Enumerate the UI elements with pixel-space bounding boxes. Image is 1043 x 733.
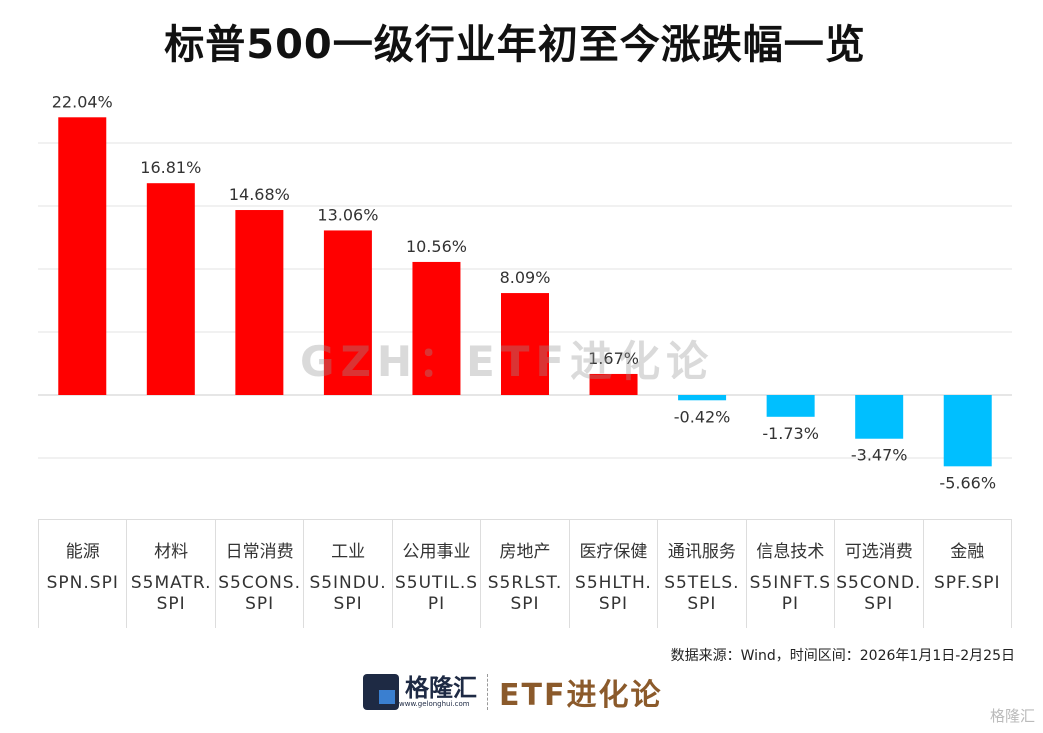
category-name: 工业 bbox=[331, 542, 366, 562]
data-label: -0.42% bbox=[674, 407, 731, 426]
category-code: S5INFT.SPI bbox=[749, 573, 832, 614]
data-label: 13.06% bbox=[317, 205, 378, 224]
bar bbox=[766, 395, 815, 417]
bar bbox=[146, 183, 195, 395]
corner-watermark: 格隆汇 bbox=[989, 707, 1035, 725]
data-label: -1.73% bbox=[762, 424, 819, 443]
data-label: 8.09% bbox=[500, 268, 551, 287]
category-name: 信息技术 bbox=[756, 542, 825, 562]
category-code: SPN.SPI bbox=[46, 573, 119, 593]
category-code: S5MATR.SPI bbox=[130, 573, 212, 614]
divider bbox=[487, 674, 489, 710]
category-name: 金融 bbox=[950, 542, 985, 562]
category-name: 材料 bbox=[154, 542, 189, 562]
category-code: SPF.SPI bbox=[933, 573, 1001, 593]
data-source-note: 数据来源：Wind，时间区间：2026年1月1日-2月25日 bbox=[670, 648, 1015, 664]
bar bbox=[943, 395, 992, 467]
category-column: 房地产 S5RLST.SPI bbox=[480, 520, 568, 628]
category-column: 公用事业 S5UTIL.SPI bbox=[391, 520, 480, 628]
chart-title: 标普500一级行业年初至今涨跌幅一览 bbox=[164, 22, 866, 68]
category-name: 通讯服务 bbox=[667, 542, 736, 562]
category-name: 能源 bbox=[65, 542, 100, 562]
bar bbox=[412, 261, 461, 395]
watermark: GZH：ETF进化论 bbox=[300, 337, 715, 386]
brand-block: 格隆汇 www.gelonghui.com bbox=[399, 676, 477, 708]
category-column: 医疗保健 S5HLTH.SPI bbox=[568, 520, 657, 628]
category-column: 工业 S5INDU.SPI bbox=[303, 520, 391, 628]
brand-name: 格隆汇 bbox=[405, 674, 477, 702]
category-table: 能源 SPN.SPI 材料 S5MATR.SPI 日常消费 S5CONS.SPI 工业 S5I… bbox=[38, 519, 1012, 628]
category-code: S5COND.SPI bbox=[836, 573, 922, 614]
category-name: 医疗保健 bbox=[579, 542, 648, 562]
category-name: 日常消费 bbox=[225, 542, 294, 562]
data-label: 1.67% bbox=[588, 349, 639, 368]
category-code: S5CONS.SPI bbox=[218, 573, 302, 614]
category-code: S5RLST.SPI bbox=[487, 573, 563, 614]
data-label: 14.68% bbox=[229, 185, 290, 204]
data-label: 16.81% bbox=[140, 158, 201, 177]
category-column: 能源 SPN.SPI bbox=[38, 520, 126, 628]
bar-chart: 22.04% 16.81% 14.68% 13.06% 10.56% 8.09% 1.67%… bbox=[38, 92, 1012, 492]
category-column: 通讯服务 S5TELS.SPI bbox=[657, 520, 745, 628]
logo: 格隆汇 www.gelonghui.com ETF进化论 bbox=[363, 670, 662, 714]
category-column: 材料 S5MATR.SPI bbox=[126, 520, 214, 628]
bar bbox=[323, 230, 372, 395]
category-code: S5TELS.SPI bbox=[664, 573, 740, 614]
data-label: -5.66% bbox=[939, 473, 996, 492]
category-name: 房地产 bbox=[499, 542, 551, 562]
category-code: S5INDU.SPI bbox=[309, 573, 387, 614]
category-name: 公用事业 bbox=[402, 542, 471, 562]
gelonghui-logo-icon bbox=[363, 674, 399, 710]
category-code: S5UTIL.SPI bbox=[394, 573, 479, 614]
bar bbox=[58, 117, 107, 396]
bar bbox=[501, 293, 549, 395]
data-label: -3.47% bbox=[851, 446, 908, 465]
category-column: 信息技术 S5INFT.SPI bbox=[745, 520, 834, 628]
category-column: 可选消费 S5COND.SPI bbox=[834, 520, 922, 628]
bar bbox=[855, 395, 904, 439]
data-label: 22.04% bbox=[52, 92, 113, 111]
category-column: 金融 SPF.SPI bbox=[922, 520, 1012, 628]
brand-url: www.gelonghui.com bbox=[399, 700, 470, 708]
category-name: 可选消费 bbox=[844, 542, 913, 562]
column-name: ETF进化论 bbox=[499, 678, 663, 713]
bar bbox=[589, 373, 638, 395]
category-column: 日常消费 S5CONS.SPI bbox=[214, 520, 303, 628]
bar bbox=[235, 210, 284, 395]
bar bbox=[678, 395, 727, 401]
data-label: 10.56% bbox=[406, 237, 467, 256]
category-code: S5HLTH.SPI bbox=[575, 573, 652, 614]
